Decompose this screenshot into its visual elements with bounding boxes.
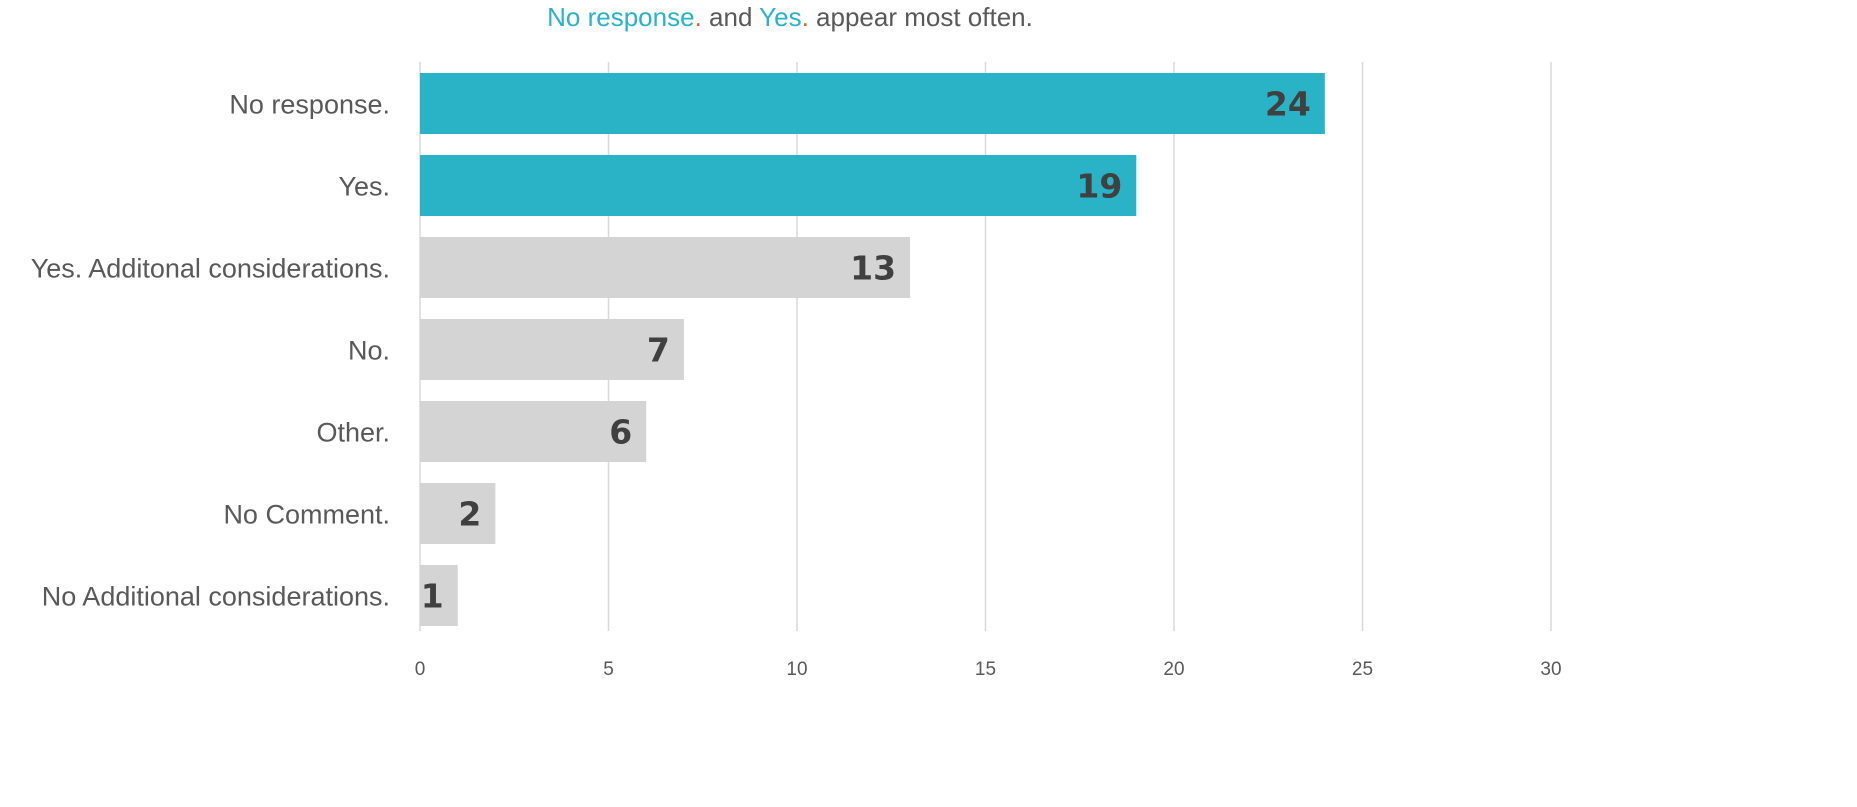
title-dot: . [801,2,809,32]
bar [420,319,684,380]
category-label: Yes. Additonal considerations. [31,254,390,284]
bar [420,483,496,544]
category-label: No Additional considerations. [42,582,390,612]
x-tick-label: 30 [1540,659,1561,680]
title-text: and [701,2,760,32]
value-label: 7 [647,331,670,370]
value-label: 2 [458,495,481,534]
x-tick-label: 5 [603,659,614,680]
bar [420,401,647,462]
bar [420,565,458,626]
bar [420,155,1137,216]
bar [420,237,911,298]
x-tick-label: 25 [1352,659,1373,680]
value-label: 13 [850,249,896,288]
x-tick-label: 20 [1163,659,1184,680]
category-label: No response. [229,90,390,120]
title-dot: . [694,2,702,32]
value-label: 1 [421,577,444,616]
value-label: 6 [609,413,632,452]
bar [420,73,1325,134]
title-highlight-yes: Yes [759,2,802,32]
category-label: No. [348,336,390,366]
value-label: 19 [1076,167,1122,206]
title-text: appear most often. [808,2,1033,32]
title-highlight-no-response: No response [547,2,695,32]
category-label: Other. [316,418,390,448]
chart-title: No response. and Yes. appear most often. [0,2,1580,33]
category-label: No Comment. [223,500,390,530]
x-tick-label: 10 [786,659,807,680]
x-tick-label: 0 [415,659,426,680]
x-tick-label: 15 [975,659,996,680]
value-label: 24 [1265,85,1311,124]
category-label: Yes. [338,172,390,202]
